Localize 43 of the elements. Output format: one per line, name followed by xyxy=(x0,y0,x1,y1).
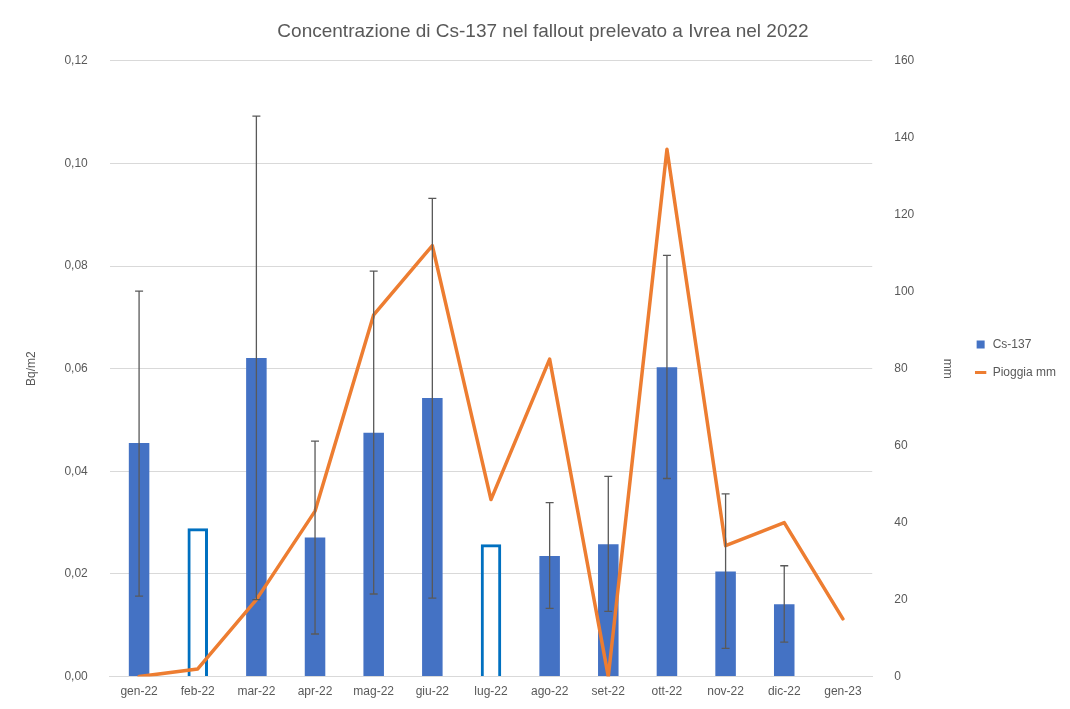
y2-tick-label: 0 xyxy=(894,668,902,683)
y2-tick-label: 100 xyxy=(894,284,915,299)
bar xyxy=(773,604,795,677)
y2-tick-label: 40 xyxy=(894,514,908,529)
y-tick-label: 0,12 xyxy=(64,53,89,68)
bar xyxy=(656,367,678,677)
y-tick-label: 0,04 xyxy=(64,463,89,478)
x-tick-label: apr-22 xyxy=(297,684,333,699)
y2-tick-label: 160 xyxy=(894,53,915,68)
y2-tick-label: 80 xyxy=(894,361,908,376)
x-tick-label: ago-22 xyxy=(530,684,569,699)
y2-tick-label: 120 xyxy=(894,207,915,222)
y-tick-label: 0,08 xyxy=(64,258,89,273)
y-axis-title: Bq/m2 xyxy=(23,351,38,387)
y2-tick-label: 20 xyxy=(894,591,908,606)
x-tick-label: dic-22 xyxy=(767,684,801,699)
x-tick-label: ott-22 xyxy=(651,684,683,699)
y-tick-label: 0,02 xyxy=(64,566,89,581)
x-tick-label: mag-22 xyxy=(353,684,395,699)
x-tick-label: feb-22 xyxy=(180,684,216,699)
y-tick-label: 0,10 xyxy=(64,155,89,170)
bar xyxy=(246,357,267,677)
bar xyxy=(304,537,326,677)
x-tick-label: gen-23 xyxy=(824,684,862,699)
x-tick-label: giu-22 xyxy=(415,684,450,699)
bar xyxy=(128,443,150,677)
x-tick-label: set-22 xyxy=(591,684,626,699)
bar xyxy=(422,397,443,677)
y2-tick-label: 140 xyxy=(894,130,915,145)
y-tick-label: 0,06 xyxy=(64,361,89,376)
y-tick-label: 0,00 xyxy=(64,668,89,683)
legend-label: Cs-137 xyxy=(992,336,1032,351)
bar xyxy=(363,432,384,677)
x-tick-label: nov-22 xyxy=(707,684,745,699)
x-tick-label: lug-22 xyxy=(474,684,508,699)
y2-axis-title: mm xyxy=(941,358,956,379)
y2-tick-label: 60 xyxy=(894,437,908,452)
legend-label: Pioggia mm xyxy=(992,364,1056,379)
chart-title: Concentrazione di Cs-137 nel fallout prelevato a Ivrea nel 2022 xyxy=(277,19,809,41)
bar xyxy=(715,571,736,677)
x-tick-label: gen-22 xyxy=(120,684,159,699)
x-tick-label: mar-22 xyxy=(237,684,276,699)
bar xyxy=(539,556,560,677)
